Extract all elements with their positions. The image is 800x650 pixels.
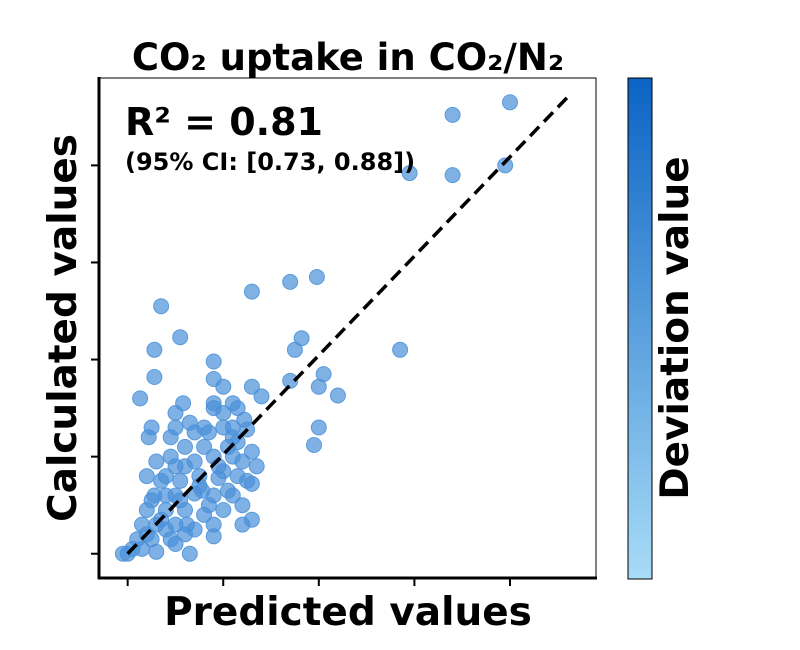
data-point — [215, 378, 232, 395]
data-point — [172, 472, 189, 489]
data-point — [177, 438, 193, 455]
data-point — [236, 411, 253, 428]
data-point — [162, 448, 179, 465]
data-point — [146, 369, 163, 385]
data-point — [177, 458, 193, 475]
data-point — [248, 458, 265, 475]
data-point — [253, 388, 270, 405]
data-point — [196, 438, 213, 455]
data-point — [132, 390, 149, 407]
data-point — [153, 298, 170, 315]
y-axis-label: Calculated values — [41, 134, 86, 522]
data-point — [444, 106, 461, 123]
data-point — [143, 492, 160, 509]
data-point — [205, 353, 222, 370]
data-point — [220, 438, 236, 455]
data-point — [157, 487, 174, 504]
data-point — [138, 468, 155, 485]
data-point — [205, 528, 222, 545]
data-point — [175, 395, 192, 412]
data-point — [205, 395, 222, 412]
data-point — [401, 165, 418, 182]
colorbar-label: Deviation value — [653, 156, 698, 499]
data-point — [497, 157, 514, 174]
data-point — [243, 443, 260, 460]
data-point — [293, 330, 310, 347]
data-point — [140, 429, 157, 446]
data-point — [146, 341, 163, 358]
data-point — [310, 378, 327, 395]
data-point — [181, 414, 198, 431]
data-point — [243, 283, 260, 300]
data-point — [234, 516, 251, 533]
x-axis-label: Predicted values — [164, 590, 532, 635]
data-point — [134, 540, 150, 557]
data-point — [282, 273, 299, 290]
data-point — [200, 424, 217, 441]
r2-annotation: R² = 0.81 — [125, 100, 323, 144]
data-point — [243, 378, 260, 395]
data-point — [444, 167, 461, 184]
chart-title: CO₂ uptake in CO₂/N₂ — [132, 36, 564, 79]
data-point — [157, 521, 174, 538]
data-point — [194, 482, 211, 499]
data-point — [215, 502, 232, 518]
data-point — [200, 497, 217, 514]
colorbar — [627, 77, 653, 580]
data-point — [220, 482, 236, 499]
data-point — [167, 419, 184, 436]
data-point — [157, 468, 174, 485]
data-point — [392, 341, 409, 358]
data-point — [306, 437, 322, 453]
reference-line — [126, 96, 569, 555]
data-point — [234, 453, 251, 470]
data-point — [308, 269, 325, 285]
data-point — [224, 395, 241, 412]
data-point — [178, 516, 195, 533]
points-layer — [114, 94, 518, 562]
data-point — [148, 453, 165, 470]
data-point — [282, 372, 299, 389]
data-point — [234, 497, 251, 514]
data-point — [239, 472, 256, 489]
data-point — [148, 543, 165, 560]
data-point — [329, 387, 346, 404]
data-point — [114, 545, 131, 562]
data-point — [167, 536, 184, 552]
ticks-layer — [91, 164, 511, 586]
data-point — [172, 329, 189, 346]
data-point — [181, 545, 198, 562]
ci-annotation: (95% CI: [0.73, 0.88]) — [125, 148, 415, 176]
data-point — [310, 419, 327, 436]
data-point — [502, 94, 518, 111]
